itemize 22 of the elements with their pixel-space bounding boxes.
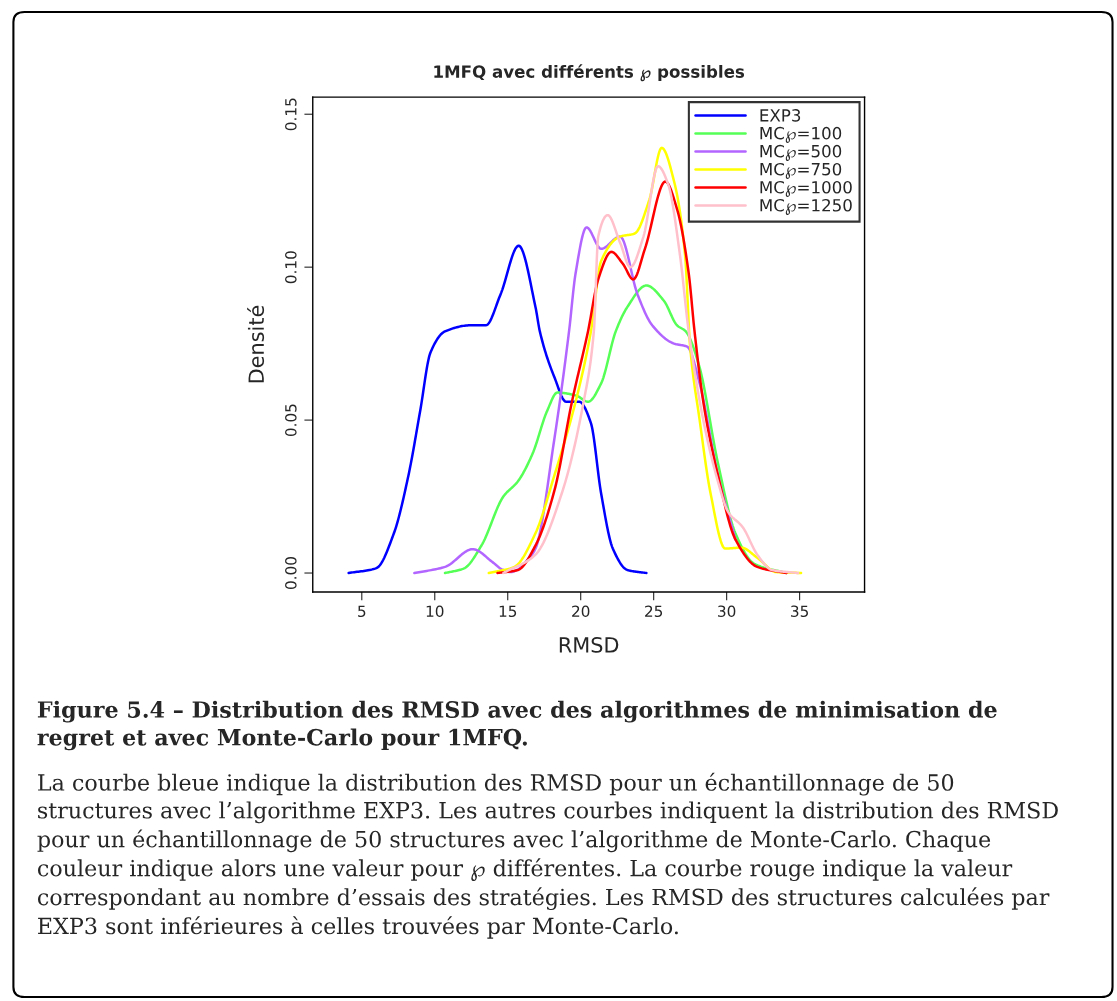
x-tick-label: 25	[645, 605, 663, 618]
legend-label: MC℘=100	[760, 126, 842, 143]
y-axis-title: Densité	[247, 305, 265, 383]
x-tick-label: 30	[718, 605, 736, 618]
x-tick-label: 5	[358, 605, 366, 618]
y-tick-label: 0.00	[285, 557, 297, 590]
x-tick-label: 15	[499, 605, 517, 618]
x-tick-label: 20	[572, 605, 590, 618]
caption: Figure 5.4 – Distribution des RMSD avec des algorithmes de minimisation de regret et avec Monte-Carlo pour 1MFQ.	[37, 700, 997, 751]
text: La courbe bleue indique la distribution des RMSD pour un échantillonnage de 50 structures avec l’algorithme EXP3. Les autres courbes indiquent la distribution des RMSD pour un échantillonnage de 50 structures avec l’algorithme de Monte-Carlo. Chaque couleur indique alors une valeur pour ℘ différentes. La courbe rouge indique la valeur correspondant au nombre d’essais des stratégies. Les RMSD des structures calculées par EXP3 sont inférieures à celles trouvées par Monte-Carlo.	[37, 772, 1058, 939]
y-tick-label: 0.10	[285, 251, 297, 284]
legend-label: MC℘=1000	[760, 180, 852, 197]
legend-label: EXP3	[760, 109, 801, 122]
x-tick-label: 10	[426, 605, 444, 618]
chart-title: 1MFQ avec différents ℘ possibles	[434, 64, 745, 82]
legend-label: MC℘=500	[760, 144, 842, 161]
legend-label: MC℘=750	[760, 162, 842, 179]
x-axis-title: RMSD	[559, 637, 619, 653]
legend-label: MC℘=1250	[760, 198, 852, 215]
y-tick-label: 0.15	[285, 98, 297, 131]
y-tick-label: 0.05	[285, 404, 297, 437]
x-tick-label: 35	[791, 605, 808, 618]
